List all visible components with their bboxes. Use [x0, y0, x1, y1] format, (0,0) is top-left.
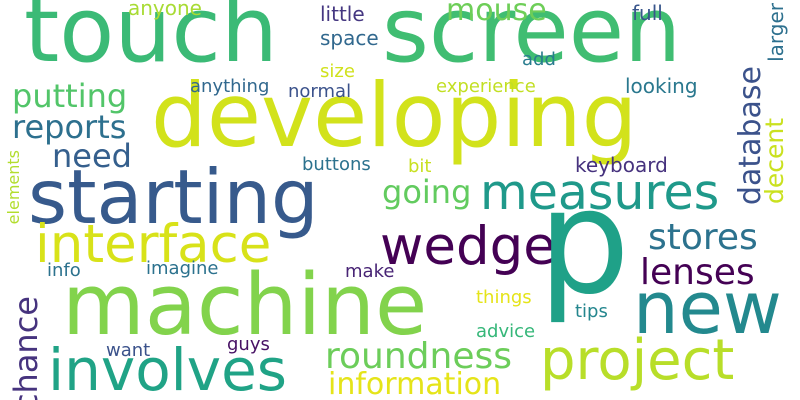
- word-measures: measures: [480, 164, 720, 221]
- word-space: space: [320, 26, 379, 50]
- word-roundness: roundness: [325, 336, 512, 377]
- word-tips: tips: [575, 301, 608, 322]
- word-full: full: [632, 1, 663, 25]
- word-anything: anything: [190, 76, 270, 97]
- word-make: make: [345, 261, 395, 282]
- word-information: information: [328, 367, 502, 400]
- word-reports: reports: [12, 108, 127, 146]
- word-need: need: [52, 137, 132, 175]
- word-anyone: anyone: [128, 0, 202, 20]
- word-larger: larger: [764, 3, 788, 62]
- word-mouse: mouse: [446, 0, 547, 28]
- word-size: size: [320, 61, 355, 82]
- word-going: going: [382, 173, 472, 211]
- word-involves: involves: [48, 336, 288, 400]
- word-touch: touch: [24, 0, 278, 83]
- word-looking: looking: [625, 74, 698, 98]
- word-little: little: [320, 2, 365, 26]
- word-machine: machine: [62, 256, 428, 355]
- word-guys: guys: [227, 334, 270, 355]
- word-new: new: [633, 266, 782, 350]
- word-screen: screen: [382, 0, 682, 83]
- word-advice: advice: [476, 321, 536, 342]
- word-add: add: [522, 49, 556, 70]
- word-bit: bit: [408, 156, 432, 177]
- word-experience: experience: [436, 76, 536, 97]
- word-info: info: [47, 260, 81, 281]
- word-developing: developing: [151, 64, 638, 167]
- word-decent: decent: [760, 118, 789, 205]
- word-lenses: lenses: [640, 252, 755, 293]
- word-project: project: [540, 328, 735, 393]
- word-elements: elements: [4, 150, 23, 225]
- word-wedge: wedge: [380, 216, 556, 277]
- word-want: want: [106, 340, 151, 361]
- word-stores: stores: [648, 217, 758, 258]
- word-p: p: [538, 158, 631, 327]
- word-chance: chance: [7, 296, 45, 400]
- word-interface: interface: [35, 214, 272, 275]
- word-buttons: buttons: [302, 154, 371, 175]
- word-normal: normal: [288, 81, 352, 102]
- word-imagine: imagine: [146, 258, 219, 279]
- word-starting: starting: [28, 153, 319, 241]
- word-keyboard: keyboard: [575, 153, 668, 177]
- word-putting: putting: [12, 77, 128, 115]
- word-things: things: [476, 287, 532, 308]
